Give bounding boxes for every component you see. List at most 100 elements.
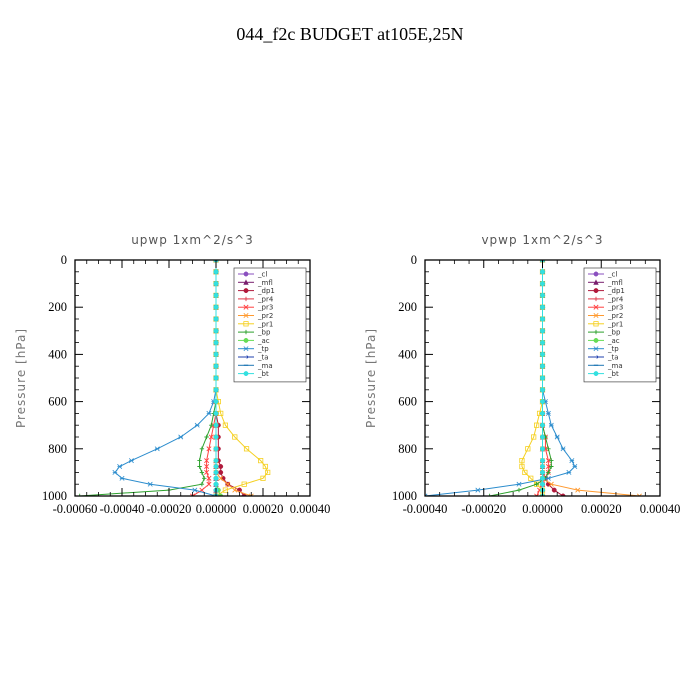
- legend-marker: [243, 271, 249, 277]
- legend-marker: [593, 288, 599, 294]
- legend-label: _ta: [607, 354, 619, 362]
- y-tick-label: 1000: [392, 489, 417, 503]
- data-point: [213, 387, 219, 393]
- legend-item: _ta: [238, 354, 269, 362]
- legend-marker: [593, 355, 599, 359]
- data-point: [545, 458, 551, 464]
- legend-item: _ma: [238, 362, 273, 370]
- data-point: [194, 422, 200, 428]
- legend-marker: [243, 279, 249, 285]
- y-tick-label: 200: [48, 300, 67, 314]
- data-point: [262, 463, 268, 470]
- data-point: [213, 281, 219, 287]
- data-point: [204, 463, 210, 470]
- x-tick-label: -0.00040: [403, 502, 448, 516]
- x-tick-label: 0.00020: [243, 502, 284, 516]
- data-point: [206, 446, 212, 452]
- legend-marker: [243, 371, 249, 377]
- y-tick-label: 600: [398, 395, 417, 409]
- y-tick-label: 0: [411, 253, 417, 267]
- data-point: [213, 475, 219, 481]
- legend-marker: [593, 279, 599, 285]
- x-tick-label: 0.00020: [581, 502, 622, 516]
- legend-marker: [243, 321, 249, 327]
- data-point: [213, 292, 219, 298]
- data-point: [119, 475, 125, 481]
- data-point: [206, 475, 212, 481]
- y-axis-label: Pressure [hPa]: [14, 328, 28, 428]
- data-point: [213, 458, 219, 464]
- legend-item: _mfl: [238, 279, 273, 287]
- legend-marker: [243, 329, 249, 335]
- legend-marker: [593, 371, 599, 377]
- data-point: [248, 493, 254, 496]
- legend-label: _ma: [257, 362, 273, 370]
- x-tick-label: 0.00040: [640, 502, 681, 516]
- data-point: [540, 292, 545, 298]
- data-point: [232, 434, 238, 440]
- data-point: [540, 469, 545, 475]
- data-point: [551, 487, 557, 493]
- x-tick-label: 0.00000: [522, 502, 563, 516]
- legend-marker: [593, 329, 599, 335]
- data-point: [218, 464, 224, 469]
- data-point: [540, 464, 545, 469]
- legend-marker: [593, 346, 599, 352]
- legend-item: _bt: [588, 370, 619, 378]
- legend-item: _ac: [588, 337, 620, 345]
- data-point: [545, 475, 551, 481]
- data-point: [560, 446, 566, 452]
- legend-item: _ta: [588, 354, 619, 362]
- legend-label: _ta: [257, 354, 269, 362]
- legend-marker: [593, 296, 599, 302]
- legend-marker: [243, 296, 249, 302]
- legend-box: [233, 267, 307, 383]
- data-point: [549, 464, 554, 469]
- data-point: [569, 458, 575, 464]
- data-point: [202, 476, 207, 481]
- data-point: [206, 410, 212, 416]
- legend-label: _ac: [607, 337, 620, 345]
- legend-label: _pr4: [257, 295, 274, 303]
- y-axis-label: Pressure [hPa]: [364, 328, 378, 428]
- legend-item: _pr3: [238, 304, 273, 312]
- legend-label: _pr1: [607, 320, 623, 328]
- legend-label: _pr3: [257, 304, 273, 312]
- data-point: [540, 434, 545, 440]
- data-point: [117, 464, 123, 469]
- data-point: [540, 446, 545, 452]
- data-point: [540, 458, 545, 464]
- data-point: [213, 464, 219, 469]
- data-point: [213, 481, 219, 487]
- data-point: [516, 487, 522, 493]
- legend-label: _bt: [607, 370, 619, 378]
- data-point: [549, 458, 554, 463]
- x-tick-label: -0.00040: [100, 502, 145, 516]
- series-group: [425, 260, 642, 496]
- data-point: [531, 434, 537, 440]
- data-point: [540, 363, 545, 369]
- legend-marker: [593, 321, 599, 327]
- y-tick-label: 800: [48, 442, 67, 456]
- y-tick-label: 600: [48, 395, 67, 409]
- data-point: [525, 446, 531, 452]
- data-point: [572, 464, 578, 469]
- legend-item: _pr2: [238, 312, 273, 320]
- data-point: [225, 481, 231, 487]
- data-point: [197, 464, 202, 469]
- legend-item: _ac: [238, 337, 270, 345]
- data-point: [425, 493, 428, 496]
- data-point: [204, 458, 210, 464]
- data-point: [546, 470, 551, 475]
- data-point: [528, 475, 534, 481]
- legend-item: _cl: [238, 271, 267, 279]
- data-point: [204, 469, 210, 475]
- x-tick-label: -0.00020: [461, 502, 506, 516]
- legend-label: _pr1: [257, 320, 273, 328]
- data-point: [213, 340, 219, 346]
- legend-item: _tp: [238, 345, 269, 353]
- legend-label: _cl: [607, 271, 617, 279]
- data-point: [475, 487, 481, 493]
- data-point: [540, 410, 545, 416]
